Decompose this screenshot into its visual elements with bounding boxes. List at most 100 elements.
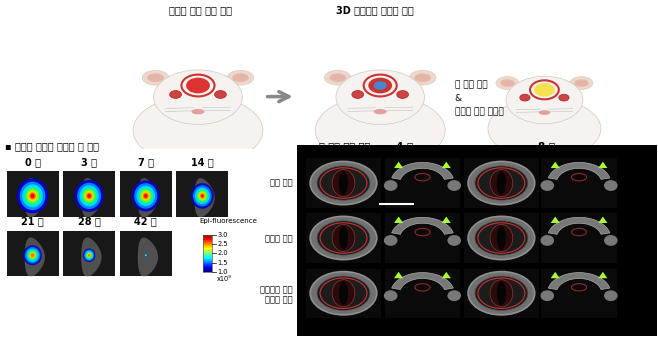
- Ellipse shape: [539, 110, 550, 115]
- Ellipse shape: [28, 250, 38, 260]
- Ellipse shape: [198, 191, 207, 201]
- Ellipse shape: [30, 193, 36, 199]
- Ellipse shape: [415, 74, 431, 82]
- Ellipse shape: [145, 254, 147, 257]
- Ellipse shape: [506, 76, 583, 124]
- Ellipse shape: [490, 170, 513, 197]
- Ellipse shape: [154, 70, 242, 124]
- Polygon shape: [392, 162, 453, 179]
- Polygon shape: [81, 178, 101, 217]
- Ellipse shape: [570, 77, 593, 89]
- Ellipse shape: [88, 254, 90, 257]
- Ellipse shape: [86, 193, 92, 199]
- Ellipse shape: [147, 74, 164, 82]
- Ellipse shape: [30, 252, 36, 258]
- Text: 성장인자 포함
바이오 잉크: 성장인자 포함 바이오 잉크: [260, 285, 293, 305]
- Polygon shape: [394, 217, 403, 223]
- Ellipse shape: [195, 187, 210, 204]
- Ellipse shape: [332, 224, 355, 252]
- Ellipse shape: [20, 182, 45, 210]
- Ellipse shape: [134, 183, 157, 209]
- Ellipse shape: [384, 235, 397, 246]
- Ellipse shape: [145, 255, 146, 256]
- Polygon shape: [81, 238, 101, 277]
- Circle shape: [186, 78, 210, 93]
- Text: 2.0: 2.0: [217, 250, 228, 256]
- Ellipse shape: [475, 276, 528, 311]
- Bar: [7, 171, 59, 217]
- Ellipse shape: [490, 224, 513, 252]
- Polygon shape: [138, 178, 158, 217]
- Text: 자연 치유: 자연 치유: [270, 179, 293, 187]
- Bar: [541, 159, 617, 207]
- Bar: [463, 159, 540, 207]
- Bar: [305, 268, 382, 318]
- Text: 4 주: 4 주: [396, 141, 413, 151]
- Ellipse shape: [133, 95, 263, 165]
- Ellipse shape: [88, 253, 91, 257]
- Text: ▪ 뼈 손상 부위 재생: ▪ 뼈 손상 부위 재생: [309, 141, 370, 151]
- Circle shape: [215, 91, 226, 98]
- Circle shape: [397, 91, 409, 98]
- Ellipse shape: [193, 185, 212, 206]
- Polygon shape: [598, 217, 607, 223]
- Bar: [463, 214, 540, 262]
- Circle shape: [559, 94, 569, 101]
- Polygon shape: [394, 162, 403, 168]
- Text: x10⁹: x10⁹: [217, 276, 232, 282]
- Ellipse shape: [339, 281, 348, 305]
- Ellipse shape: [141, 191, 150, 201]
- Ellipse shape: [447, 290, 461, 301]
- Polygon shape: [392, 273, 453, 290]
- Ellipse shape: [145, 255, 146, 256]
- Text: 2.5: 2.5: [217, 241, 228, 247]
- Ellipse shape: [227, 70, 254, 85]
- Text: 1.5: 1.5: [217, 260, 228, 265]
- Ellipse shape: [490, 280, 513, 307]
- Ellipse shape: [315, 95, 445, 165]
- Polygon shape: [442, 162, 451, 168]
- Polygon shape: [24, 178, 45, 217]
- Ellipse shape: [29, 251, 36, 259]
- Ellipse shape: [604, 290, 618, 301]
- Ellipse shape: [468, 161, 535, 205]
- Text: 21 일: 21 일: [21, 217, 44, 226]
- Ellipse shape: [84, 250, 94, 261]
- Text: 뼈 조직 재생
&
바이오 잉크 생분해: 뼈 조직 재생 & 바이오 잉크 생분해: [455, 81, 503, 116]
- Ellipse shape: [447, 235, 461, 246]
- Ellipse shape: [80, 185, 99, 206]
- Ellipse shape: [540, 180, 554, 191]
- Ellipse shape: [330, 74, 346, 82]
- Circle shape: [374, 81, 387, 90]
- Bar: [384, 214, 460, 262]
- Ellipse shape: [17, 179, 48, 213]
- Polygon shape: [138, 238, 158, 277]
- Polygon shape: [548, 162, 610, 179]
- Polygon shape: [194, 178, 215, 217]
- Ellipse shape: [317, 166, 370, 200]
- Ellipse shape: [497, 281, 506, 305]
- Text: 1.0: 1.0: [217, 269, 228, 275]
- Ellipse shape: [310, 272, 377, 315]
- Polygon shape: [24, 238, 45, 277]
- Ellipse shape: [85, 251, 93, 260]
- Ellipse shape: [26, 189, 39, 203]
- Ellipse shape: [475, 166, 528, 200]
- Bar: [297, 145, 657, 336]
- Bar: [120, 171, 172, 217]
- Ellipse shape: [84, 190, 95, 202]
- Ellipse shape: [74, 180, 104, 212]
- Bar: [63, 231, 115, 276]
- Text: 7 일: 7 일: [138, 157, 154, 167]
- Ellipse shape: [85, 191, 93, 201]
- Bar: [63, 171, 115, 217]
- Text: 28 일: 28 일: [78, 217, 101, 226]
- Circle shape: [170, 91, 182, 98]
- Bar: [463, 268, 540, 318]
- Text: Epi-fluorescence: Epi-fluorescence: [199, 218, 257, 224]
- Ellipse shape: [145, 254, 147, 256]
- Polygon shape: [551, 217, 560, 223]
- Ellipse shape: [488, 98, 601, 159]
- Ellipse shape: [77, 183, 101, 209]
- Ellipse shape: [132, 180, 160, 212]
